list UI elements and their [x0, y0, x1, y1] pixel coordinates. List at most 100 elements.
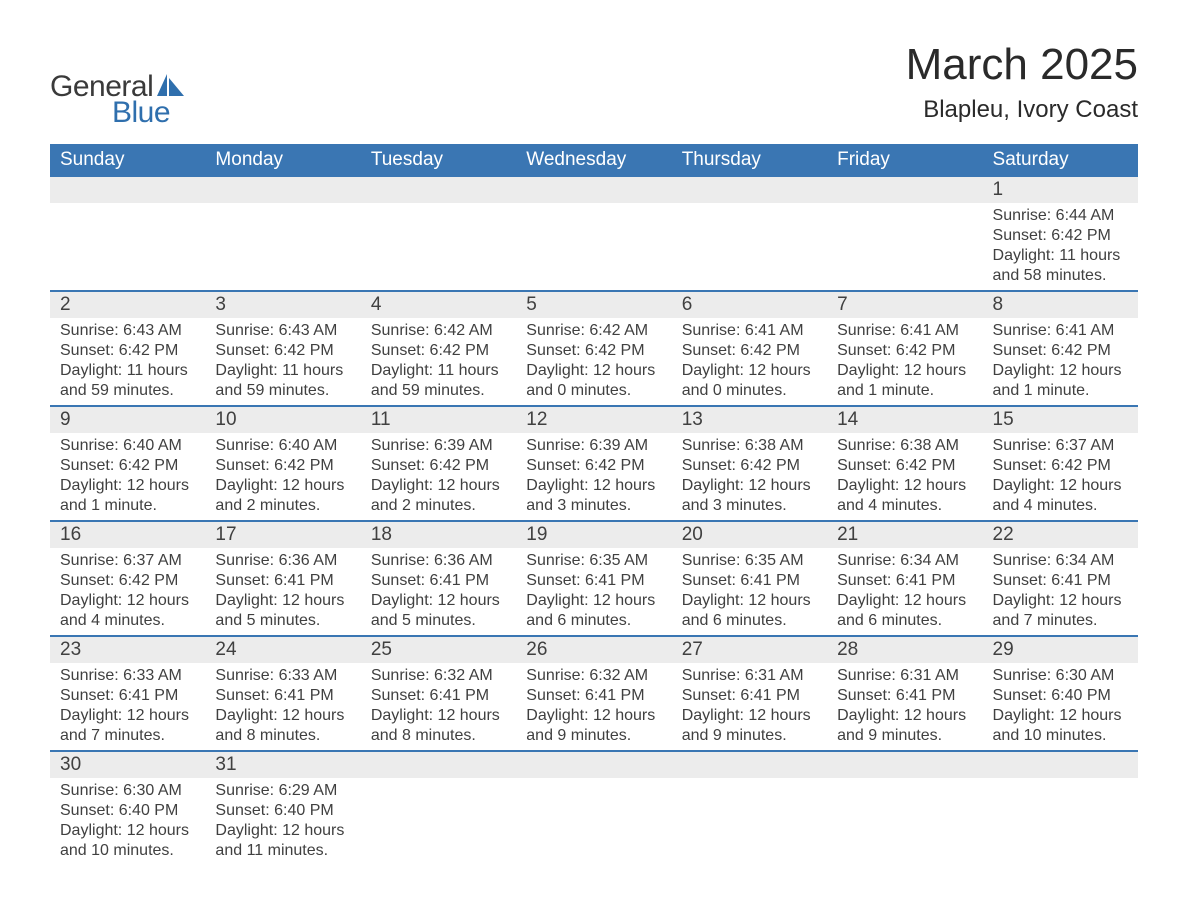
- day-details: Sunrise: 6:39 AMSunset: 6:42 PMDaylight:…: [361, 433, 516, 521]
- day-number: 12: [516, 406, 671, 433]
- day-number: [205, 177, 360, 203]
- day-details: Sunrise: 6:30 AMSunset: 6:40 PMDaylight:…: [983, 663, 1138, 751]
- detail-row: Sunrise: 6:43 AMSunset: 6:42 PMDaylight:…: [50, 318, 1138, 406]
- day-details: [827, 203, 982, 291]
- day-details: Sunrise: 6:31 AMSunset: 6:41 PMDaylight:…: [672, 663, 827, 751]
- day-details: Sunrise: 6:34 AMSunset: 6:41 PMDaylight:…: [827, 548, 982, 636]
- day-details: Sunrise: 6:29 AMSunset: 6:40 PMDaylight:…: [205, 778, 360, 865]
- detail-row: Sunrise: 6:30 AMSunset: 6:40 PMDaylight:…: [50, 778, 1138, 865]
- day-details: [361, 203, 516, 291]
- location-subtitle: Blapleu, Ivory Coast: [906, 96, 1138, 124]
- day-details: [672, 778, 827, 865]
- day-number: [827, 751, 982, 778]
- day-details: Sunrise: 6:43 AMSunset: 6:42 PMDaylight:…: [205, 318, 360, 406]
- brand-word-2: Blue: [112, 96, 185, 130]
- day-number: 4: [361, 291, 516, 318]
- detail-row: Sunrise: 6:44 AMSunset: 6:42 PMDaylight:…: [50, 203, 1138, 291]
- day-details: Sunrise: 6:41 AMSunset: 6:42 PMDaylight:…: [827, 318, 982, 406]
- day-number: [361, 751, 516, 778]
- day-details: Sunrise: 6:38 AMSunset: 6:42 PMDaylight:…: [827, 433, 982, 521]
- day-number: 10: [205, 406, 360, 433]
- day-number: 15: [983, 406, 1138, 433]
- day-number: 24: [205, 636, 360, 663]
- weekday-header: Friday: [827, 144, 982, 177]
- daynum-row: 3031: [50, 751, 1138, 778]
- weekday-header: Monday: [205, 144, 360, 177]
- day-number: 26: [516, 636, 671, 663]
- day-details: Sunrise: 6:36 AMSunset: 6:41 PMDaylight:…: [361, 548, 516, 636]
- day-details: Sunrise: 6:40 AMSunset: 6:42 PMDaylight:…: [50, 433, 205, 521]
- day-number: 16: [50, 521, 205, 548]
- day-details: [672, 203, 827, 291]
- weekday-header: Sunday: [50, 144, 205, 177]
- day-number: [983, 751, 1138, 778]
- weekday-header: Thursday: [672, 144, 827, 177]
- day-number: 6: [672, 291, 827, 318]
- day-number: 9: [50, 406, 205, 433]
- day-details: Sunrise: 6:42 AMSunset: 6:42 PMDaylight:…: [516, 318, 671, 406]
- day-details: Sunrise: 6:37 AMSunset: 6:42 PMDaylight:…: [983, 433, 1138, 521]
- calendar-body: 1Sunrise: 6:44 AMSunset: 6:42 PMDaylight…: [50, 177, 1138, 865]
- day-number: [672, 177, 827, 203]
- day-details: Sunrise: 6:32 AMSunset: 6:41 PMDaylight:…: [516, 663, 671, 751]
- day-number: 22: [983, 521, 1138, 548]
- header: General Blue March 2025 Blapleu, Ivory C…: [50, 40, 1138, 130]
- day-number: 8: [983, 291, 1138, 318]
- day-details: Sunrise: 6:39 AMSunset: 6:42 PMDaylight:…: [516, 433, 671, 521]
- day-details: [361, 778, 516, 865]
- day-details: [827, 778, 982, 865]
- day-number: 18: [361, 521, 516, 548]
- calendar-table: Sunday Monday Tuesday Wednesday Thursday…: [50, 144, 1138, 865]
- day-details: Sunrise: 6:40 AMSunset: 6:42 PMDaylight:…: [205, 433, 360, 521]
- daynum-row: 23242526272829: [50, 636, 1138, 663]
- day-number: 7: [827, 291, 982, 318]
- day-details: Sunrise: 6:41 AMSunset: 6:42 PMDaylight:…: [983, 318, 1138, 406]
- day-details: [516, 778, 671, 865]
- weekday-header: Tuesday: [361, 144, 516, 177]
- day-details: Sunrise: 6:37 AMSunset: 6:42 PMDaylight:…: [50, 548, 205, 636]
- day-number: 27: [672, 636, 827, 663]
- day-number: [361, 177, 516, 203]
- day-number: [50, 177, 205, 203]
- day-number: 11: [361, 406, 516, 433]
- weekday-header: Wednesday: [516, 144, 671, 177]
- day-details: Sunrise: 6:33 AMSunset: 6:41 PMDaylight:…: [50, 663, 205, 751]
- day-number: 31: [205, 751, 360, 778]
- day-details: [50, 203, 205, 291]
- day-details: Sunrise: 6:44 AMSunset: 6:42 PMDaylight:…: [983, 203, 1138, 291]
- day-number: 28: [827, 636, 982, 663]
- daynum-row: 1: [50, 177, 1138, 203]
- day-number: 29: [983, 636, 1138, 663]
- day-details: [983, 778, 1138, 865]
- day-number: 13: [672, 406, 827, 433]
- day-details: Sunrise: 6:38 AMSunset: 6:42 PMDaylight:…: [672, 433, 827, 521]
- day-details: Sunrise: 6:33 AMSunset: 6:41 PMDaylight:…: [205, 663, 360, 751]
- day-number: [516, 751, 671, 778]
- day-details: Sunrise: 6:34 AMSunset: 6:41 PMDaylight:…: [983, 548, 1138, 636]
- daynum-row: 2345678: [50, 291, 1138, 318]
- day-number: [516, 177, 671, 203]
- title-block: March 2025 Blapleu, Ivory Coast: [906, 40, 1138, 124]
- day-number: 5: [516, 291, 671, 318]
- day-details: Sunrise: 6:43 AMSunset: 6:42 PMDaylight:…: [50, 318, 205, 406]
- detail-row: Sunrise: 6:40 AMSunset: 6:42 PMDaylight:…: [50, 433, 1138, 521]
- detail-row: Sunrise: 6:37 AMSunset: 6:42 PMDaylight:…: [50, 548, 1138, 636]
- brand-logo: General Blue: [50, 70, 185, 130]
- detail-row: Sunrise: 6:33 AMSunset: 6:41 PMDaylight:…: [50, 663, 1138, 751]
- day-number: [827, 177, 982, 203]
- weekday-header-row: Sunday Monday Tuesday Wednesday Thursday…: [50, 144, 1138, 177]
- day-details: Sunrise: 6:36 AMSunset: 6:41 PMDaylight:…: [205, 548, 360, 636]
- day-number: 25: [361, 636, 516, 663]
- day-number: [672, 751, 827, 778]
- page-title: March 2025: [906, 40, 1138, 90]
- day-details: Sunrise: 6:35 AMSunset: 6:41 PMDaylight:…: [516, 548, 671, 636]
- day-details: Sunrise: 6:41 AMSunset: 6:42 PMDaylight:…: [672, 318, 827, 406]
- day-number: 30: [50, 751, 205, 778]
- daynum-row: 16171819202122: [50, 521, 1138, 548]
- day-details: Sunrise: 6:32 AMSunset: 6:41 PMDaylight:…: [361, 663, 516, 751]
- day-number: 21: [827, 521, 982, 548]
- day-details: Sunrise: 6:42 AMSunset: 6:42 PMDaylight:…: [361, 318, 516, 406]
- day-number: 2: [50, 291, 205, 318]
- day-details: Sunrise: 6:31 AMSunset: 6:41 PMDaylight:…: [827, 663, 982, 751]
- daynum-row: 9101112131415: [50, 406, 1138, 433]
